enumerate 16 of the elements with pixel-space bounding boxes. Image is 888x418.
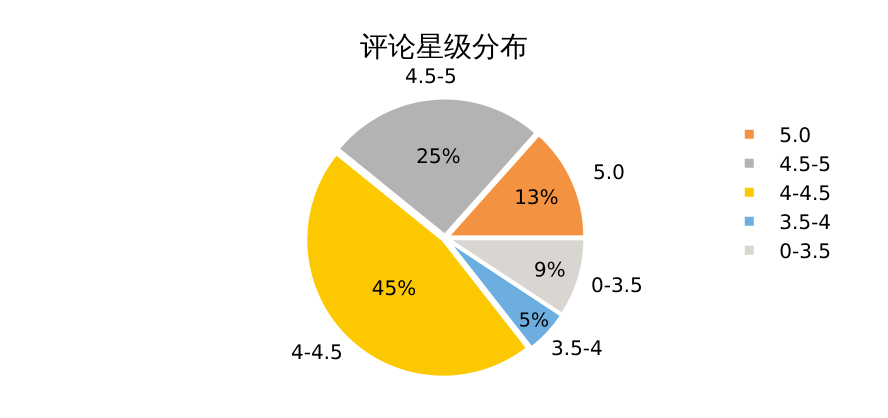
chart-title: 评论星级分布 <box>360 30 528 63</box>
slice-label: 0-3.5 <box>591 273 643 297</box>
data-label: 45% <box>372 276 416 300</box>
data-label: 13% <box>514 185 559 210</box>
legend-label: 5.0 <box>779 123 812 148</box>
slice-label: 5.0 <box>593 160 625 184</box>
legend-label: 0-3.5 <box>779 239 832 264</box>
data-label: 25% <box>416 144 461 168</box>
data-label: 9% <box>534 257 566 282</box>
legend-label: 4-4.5 <box>779 181 832 206</box>
slice-label: 4-4.5 <box>291 340 343 364</box>
legend-label: 4.5-5 <box>779 152 832 176</box>
slice-label: 3.5-4 <box>551 336 603 360</box>
slice-label: 4.5-5 <box>405 64 457 88</box>
data-label: 5% <box>518 308 550 332</box>
legend-label: 3.5-4 <box>779 210 832 234</box>
